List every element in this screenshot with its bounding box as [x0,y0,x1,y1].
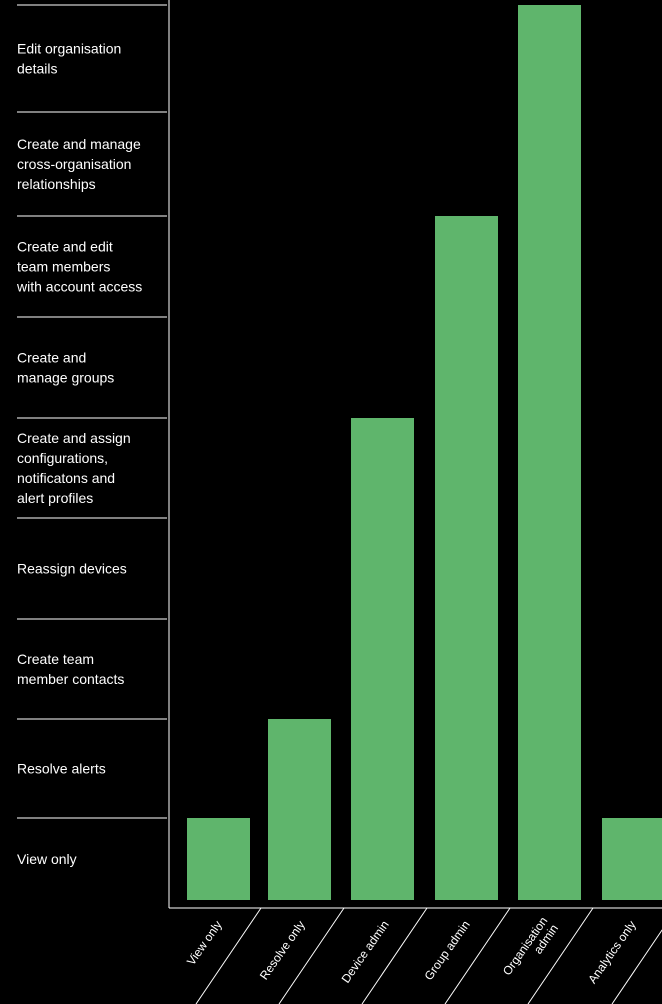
level-label-line: with account access [16,279,142,295]
row-separators [17,4,167,819]
x-divider [278,907,345,1004]
level-label: Create and edit team members with account … [16,239,142,295]
bar [187,818,250,900]
level-label-line: notificatons and [17,470,115,486]
level-label: Create and manage groups [17,350,114,386]
level-label-line: Resolve alerts [17,761,106,777]
level-label: Create team member contacts [17,651,124,687]
x-divider [444,907,511,1004]
level-label: Reassign devices [17,561,127,577]
level-label-line: View only [17,851,77,867]
bar [518,5,581,900]
x-divider [611,929,662,1004]
level-label-line: Reassign devices [17,561,127,577]
x-divider [527,907,594,1004]
level-label-line: cross-organisation [17,156,131,172]
bar [435,216,498,900]
bars [187,5,662,900]
x-divider [361,907,428,1004]
level-label-line: alert profiles [17,490,93,506]
level-label-line: manage groups [17,370,114,386]
bar [351,418,414,900]
level-label-line: team members [17,259,110,275]
level-label-line: details [17,61,57,77]
permission-level-labels: View only Resolve alerts Create team member… [16,41,142,868]
bar [268,719,331,900]
level-label-line: Create and [17,350,86,366]
level-label-line: Create and manage [17,136,141,152]
level-label-line: Create team [17,651,94,667]
x-axis-dividers [195,907,662,1004]
level-label: View only [17,851,77,867]
level-label: Resolve alerts [17,761,106,777]
level-label-line: Create and edit [17,239,113,255]
level-label-line: relationships [17,176,96,192]
level-label-line: configurations, [17,450,108,466]
level-label: Create and assign configurations, notifica… [17,430,131,506]
x-divider [195,907,262,1004]
level-label: Edit organisation details [17,41,121,77]
axes [168,0,662,909]
level-label-line: Edit organisation [17,41,121,57]
level-label: Create and manage cross-organisation relat… [17,136,141,192]
bar [602,818,662,900]
level-label-line: member contacts [17,671,124,687]
level-label-line: Create and assign [17,430,131,446]
